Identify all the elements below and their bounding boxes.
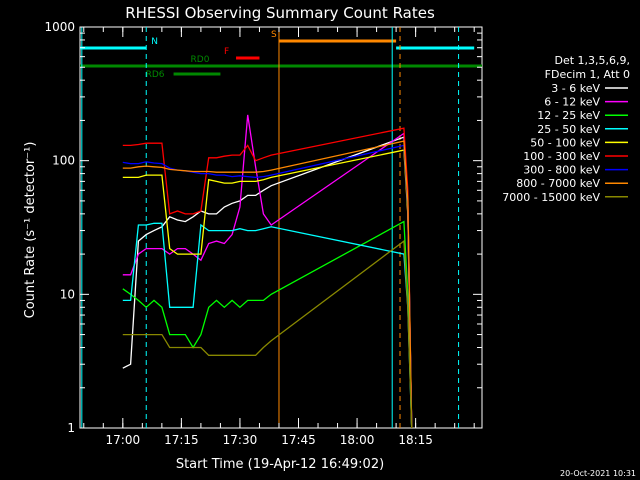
series-line-1 [122,114,413,429]
flag-label-s: S [271,30,277,40]
plot-area [79,26,483,429]
vertical-markers [81,27,460,428]
legend-label-0: 3 - 6 keV [551,82,600,95]
legend: Det 1,3,5,6,9,FDecim 1, Att 03 - 6 keV6 … [502,54,630,204]
legend-label-2: 12 - 25 keV [537,109,600,122]
x-axis-label: Start Time (19-Apr-12 16:49:02) [176,457,384,472]
series-line-0 [122,136,413,429]
flag-label-f: F [224,47,229,57]
plot-frame [79,26,483,429]
x-tick-label-2: 17:30 [223,433,258,447]
x-tick-label-0: 17:00 [106,433,141,447]
legend-header-0: Det 1,3,5,6,9, [554,54,630,67]
legend-label-3: 25 - 50 keV [537,123,600,136]
y-tick-label-1: 10 [60,287,75,301]
x-tick-label-5: 18:15 [398,433,433,447]
flag-bars: N S F RD0 RD6 [80,30,482,80]
flag-label-n: N [151,37,158,47]
legend-label-8: 7000 - 15000 keV [502,191,600,204]
y-tick-label-0: 1 [67,421,75,435]
legend-label-7: 800 - 7000 keV [516,177,600,190]
y-tick-label-2: 100 [52,154,75,168]
series-line-4 [122,149,413,429]
legend-label-1: 6 - 12 keV [544,96,600,109]
flag-label-rd0: RD0 [191,55,210,65]
series-line-6 [122,144,413,429]
footer-timestamp: 20-Oct-2021 10:31 [560,469,636,478]
axes: 1 10 100 1000 17:00 17:15 17:30 17:45 18:00 18:15 [44,20,482,447]
legend-label-4: 50 - 100 keV [530,136,600,149]
series-line-7 [122,140,413,429]
legend-label-6: 300 - 800 keV [523,164,600,177]
x-tick-label-4: 18:00 [340,433,375,447]
series-line-8 [122,239,413,429]
y-tick-label-3: 1000 [44,20,75,34]
legend-header-1: FDecim 1, Att 0 [545,68,630,81]
chart-title: RHESSI Observing Summary Count Rates [125,4,435,22]
series-line-3 [122,222,413,429]
flag-label-rd6: RD6 [146,70,165,80]
y-axis-label: Count Rate (s⁻¹ detector⁻¹) [23,142,38,319]
x-tick-label-1: 17:15 [164,433,199,447]
x-tick-label-3: 17:45 [281,433,316,447]
legend-label-5: 100 - 300 keV [523,150,600,163]
series-line-2 [122,220,413,429]
series-lines [122,114,413,429]
series-line-5 [122,127,413,429]
